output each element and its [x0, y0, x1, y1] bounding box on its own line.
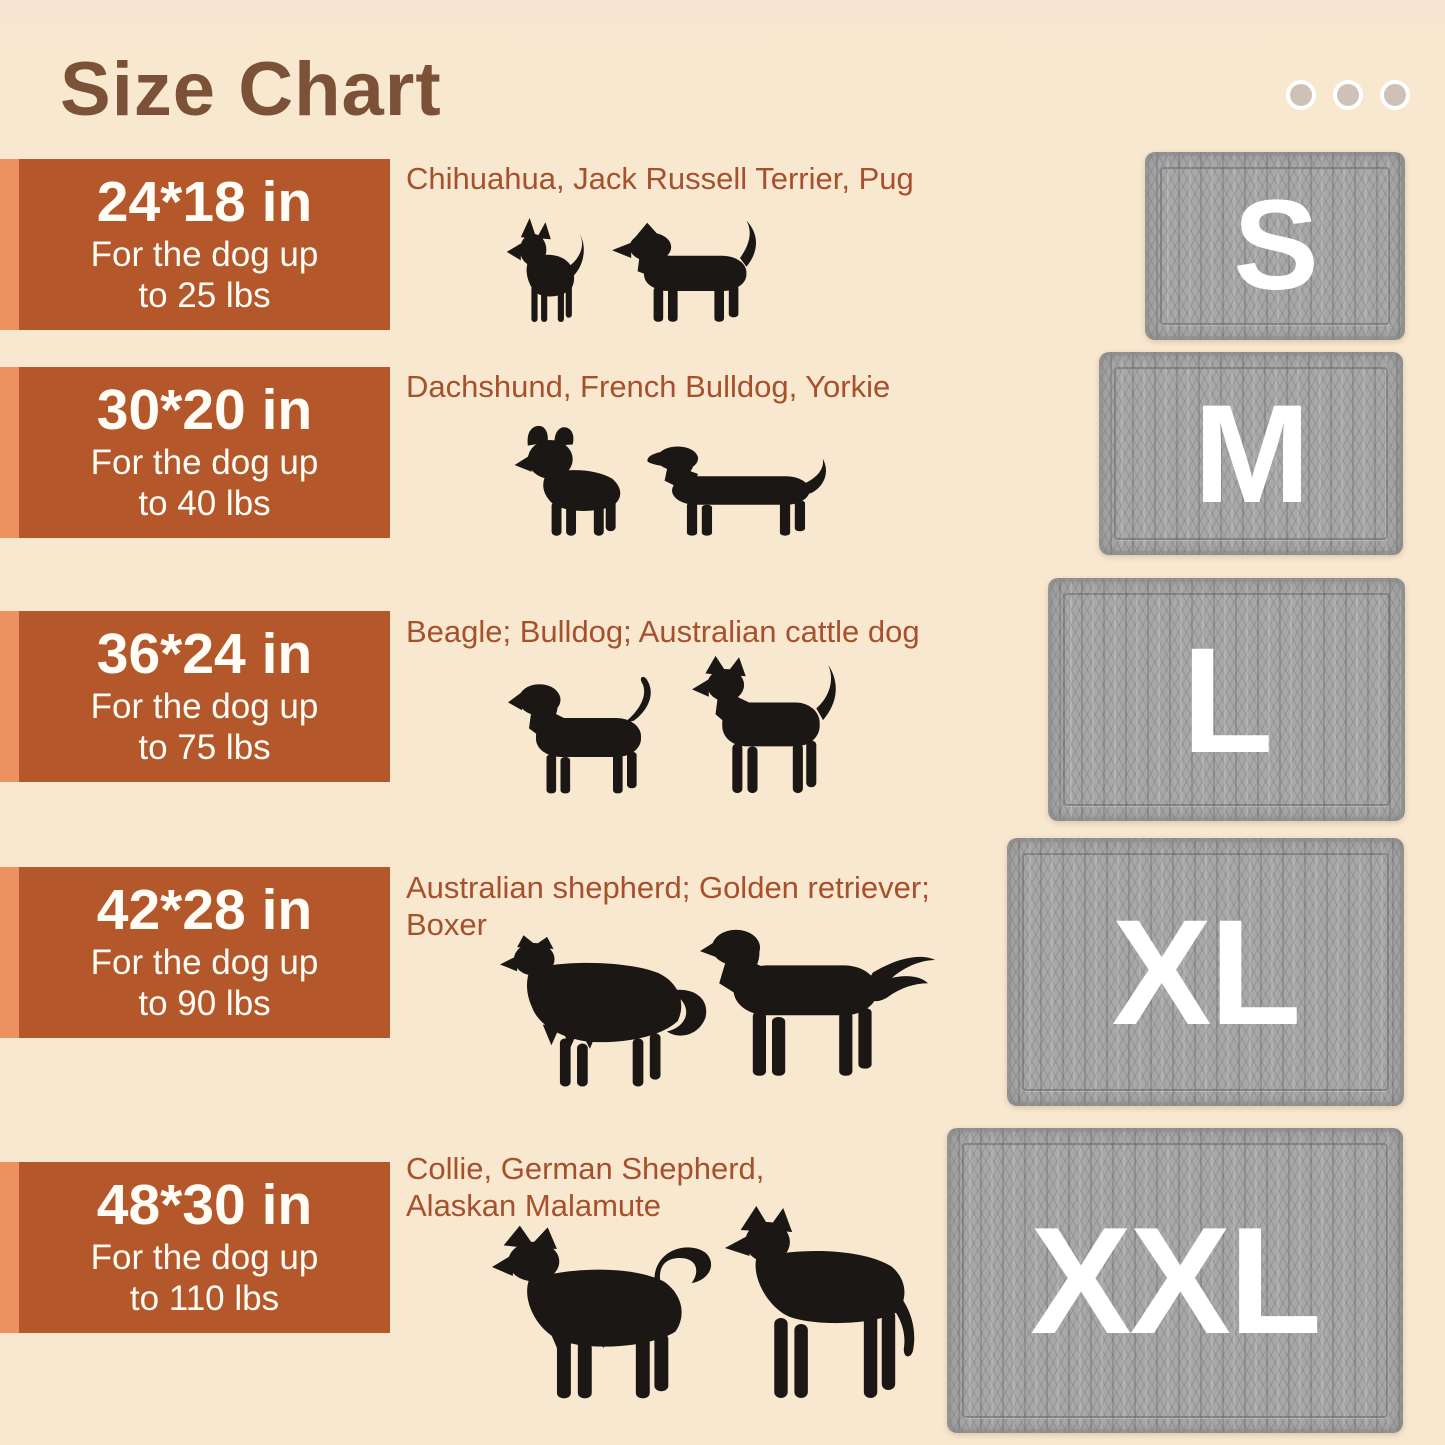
breed-list-s-line1: Chihuahua, Jack Russell Terrier, Pug	[406, 161, 914, 196]
mat-size-xl: XL	[1007, 838, 1404, 1106]
weight-line2-m: to 40 lbs	[138, 484, 271, 524]
size-dimensions-s: 24*18 in	[96, 170, 313, 235]
jack-russell-terrier-icon	[612, 214, 772, 324]
breed-list-m: Dachshund, French Bulldog, Yorkie	[406, 368, 890, 405]
breed-list-l: Beagle; Bulldog; Australian cattle dog	[406, 613, 920, 650]
australian-cattle-dog-icon	[692, 650, 860, 796]
weight-line1-s: For the dog up	[90, 234, 319, 274]
size-dimensions-xxl: 48*30 in	[96, 1173, 313, 1238]
golden-retriever-icon	[700, 912, 940, 1090]
breed-list-xl-line1: Australian shepherd; Golden retriever;	[406, 870, 930, 905]
breed-list-xl: Australian shepherd; Golden retriever; B…	[406, 869, 930, 943]
alaskan-malamute-icon	[492, 1222, 724, 1402]
mat-size-m: M	[1099, 352, 1403, 555]
breed-list-xl-line2: Boxer	[406, 907, 487, 943]
mat-label-m: M	[1193, 374, 1311, 532]
mat-label-l: L	[1181, 615, 1274, 784]
breed-list-m-line1: Dachshund, French Bulldog, Yorkie	[406, 369, 891, 404]
dot-icon	[1333, 80, 1363, 110]
mat-size-xxl: XXL	[947, 1128, 1403, 1433]
mat-label-s: S	[1233, 174, 1318, 317]
size-box-xl: 42*28 in For the dog up to 90 lbs	[0, 867, 390, 1038]
weight-line1-l: For the dog up	[90, 686, 319, 726]
weight-line2-xxl: to 110 lbs	[129, 1279, 280, 1319]
mat-label-xxl: XXL	[1030, 1195, 1322, 1366]
french-bulldog-icon	[512, 424, 644, 538]
size-box-l: 36*24 in For the dog up to 75 lbs	[0, 611, 390, 782]
size-box-xxl: 48*30 in For the dog up to 110 lbs	[0, 1162, 390, 1333]
breed-list-s: Chihuahua, Jack Russell Terrier, Pug	[406, 160, 914, 197]
dachshund-icon	[646, 430, 832, 540]
dot-icon	[1286, 80, 1316, 110]
size-dimensions-xl: 42*28 in	[96, 878, 313, 943]
weight-line1-xxl: For the dog up	[90, 1237, 319, 1277]
decorative-dots	[1286, 80, 1410, 110]
page-title: Size Chart	[60, 47, 442, 132]
size-dimensions-l: 36*24 in	[96, 622, 313, 687]
breed-list-xxl-line1: Collie, German Shepherd,	[406, 1151, 765, 1186]
weight-line1-xl: For the dog up	[90, 942, 319, 982]
beagle-icon	[508, 666, 683, 796]
breed-list-xxl-line2: Alaskan Malamute	[406, 1188, 662, 1224]
weight-line2-l: to 75 lbs	[138, 728, 271, 768]
breed-list-l-line1: Beagle; Bulldog; Australian cattle dog	[406, 614, 920, 649]
mat-size-l: L	[1048, 578, 1405, 821]
dot-icon	[1380, 80, 1410, 110]
australian-shepherd-icon	[500, 918, 714, 1090]
weight-line2-s: to 25 lbs	[138, 276, 271, 316]
breed-list-xxl: Collie, German Shepherd, Alaskan Malamut…	[406, 1150, 764, 1224]
size-box-s: 24*18 in For the dog up to 25 lbs	[0, 159, 390, 330]
mat-size-s: S	[1145, 152, 1405, 340]
weight-line1-m: For the dog up	[90, 442, 319, 482]
german-shepherd-icon	[716, 1202, 940, 1402]
chihuahua-icon	[505, 218, 593, 324]
weight-line2-xl: to 90 lbs	[138, 984, 271, 1024]
size-dimensions-m: 30*20 in	[96, 378, 313, 443]
size-box-m: 30*20 in For the dog up to 40 lbs	[0, 367, 390, 538]
mat-label-xl: XL	[1111, 888, 1302, 1056]
